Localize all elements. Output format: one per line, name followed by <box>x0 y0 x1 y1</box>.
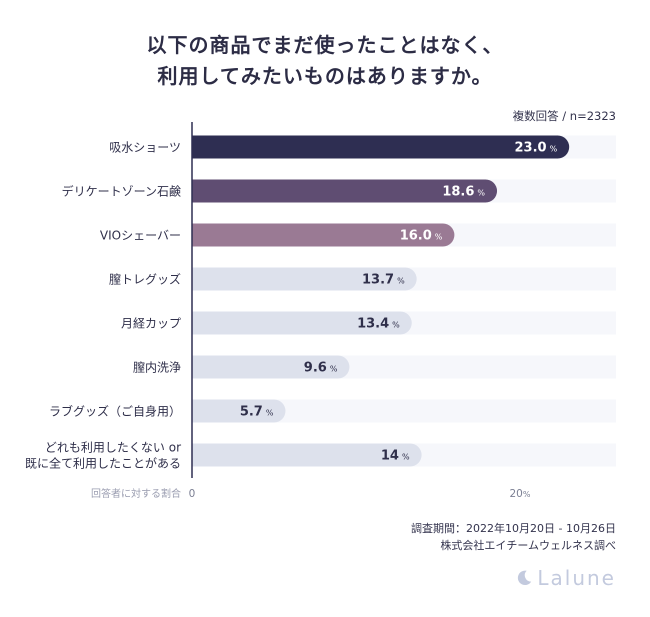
survey-period: 調査期間：2022年10月20日 - 10月26日 <box>411 522 616 535</box>
x-tick-label: 20% <box>510 488 531 500</box>
bar <box>192 311 412 335</box>
brand-logo: Lalune <box>515 566 616 590</box>
bar <box>192 399 286 423</box>
category-label: 吸水ショーツ <box>109 141 181 155</box>
data-label: 23.0% <box>515 141 558 156</box>
x-axis-label: 回答者に対する割合 <box>91 487 181 500</box>
category-label: 膣トレグッズ <box>109 272 181 287</box>
data-label: 9.6% <box>304 361 338 376</box>
category-label: デリケートゾーン石鹸 <box>62 184 181 199</box>
data-label: 13.4% <box>357 317 400 332</box>
data-label: 14% <box>381 449 410 464</box>
chart-title: 以下の商品でまだ使ったことはなく、 利用してみたいものはありますか。 <box>0 30 650 92</box>
bar <box>192 443 422 467</box>
data-label: 18.6% <box>442 185 485 200</box>
data-label: 16.0% <box>400 229 443 244</box>
category-label: 膣内洗浄 <box>133 360 181 375</box>
title-line-1: 以下の商品でまだ使ったことはなく、 <box>146 33 504 57</box>
category-label: ラブグッズ（ご自身用） <box>49 404 181 419</box>
bar <box>192 179 498 203</box>
bar <box>192 267 417 291</box>
category-label: どれも利用したくない or 既に全て利用したことがある <box>25 441 181 471</box>
x-tick-label: 0 <box>189 488 196 500</box>
sample-note: 複数回答 / n=2323 <box>512 109 616 123</box>
bar <box>192 355 350 379</box>
logo-text: Lalune <box>537 566 616 590</box>
footer: 調査期間：2022年10月20日 - 10月26日 株式会社エイチームウェルネス… <box>411 520 616 554</box>
category-label: VIOシェーバー <box>100 229 181 243</box>
data-label: 5.7% <box>240 405 274 420</box>
bar-track <box>192 399 616 423</box>
bar <box>192 223 455 247</box>
category-label: 月経カップ <box>121 317 181 331</box>
moon-icon <box>518 570 532 586</box>
data-label: 13.7% <box>362 273 405 288</box>
bar <box>192 135 570 159</box>
survey-source: 株式会社エイチームウェルネス調べ <box>440 539 616 552</box>
title-line-2: 利用してみたいものはありますか。 <box>157 64 493 88</box>
